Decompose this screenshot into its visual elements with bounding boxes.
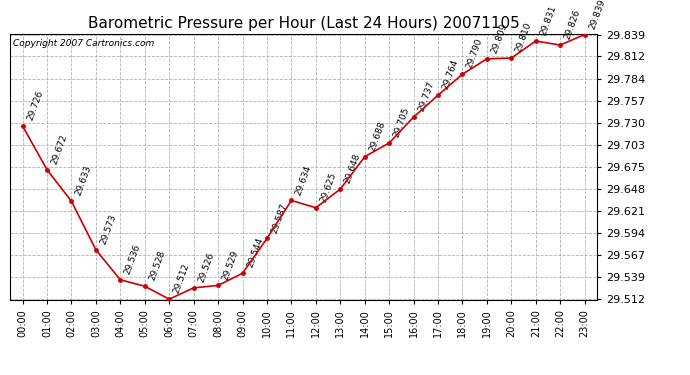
Title: Barometric Pressure per Hour (Last 24 Hours) 20071105: Barometric Pressure per Hour (Last 24 Ho… <box>88 16 520 31</box>
Text: 29.573: 29.573 <box>99 213 118 246</box>
Text: 29.528: 29.528 <box>148 249 167 282</box>
Text: 29.831: 29.831 <box>538 4 558 37</box>
Text: 29.633: 29.633 <box>75 164 93 197</box>
Text: 29.764: 29.764 <box>441 58 460 91</box>
Text: 29.839: 29.839 <box>587 0 607 30</box>
Text: 29.672: 29.672 <box>50 133 69 165</box>
Text: 29.705: 29.705 <box>392 106 411 139</box>
Text: 29.790: 29.790 <box>465 38 484 70</box>
Text: 29.587: 29.587 <box>270 202 289 234</box>
Text: 29.726: 29.726 <box>26 89 45 122</box>
Text: 29.737: 29.737 <box>416 80 435 113</box>
Text: 29.634: 29.634 <box>294 164 313 196</box>
Text: 29.512: 29.512 <box>172 262 191 295</box>
Text: 29.625: 29.625 <box>319 171 338 204</box>
Text: 29.526: 29.526 <box>197 251 215 284</box>
Text: 29.688: 29.688 <box>368 120 386 153</box>
Text: 29.536: 29.536 <box>123 243 142 276</box>
Text: 29.809: 29.809 <box>490 22 509 55</box>
Text: 29.826: 29.826 <box>563 8 582 41</box>
Text: 29.544: 29.544 <box>245 237 264 269</box>
Text: 29.648: 29.648 <box>343 152 362 185</box>
Text: Copyright 2007 Cartronics.com: Copyright 2007 Cartronics.com <box>13 39 155 48</box>
Text: 29.529: 29.529 <box>221 249 240 281</box>
Text: 29.810: 29.810 <box>514 21 533 54</box>
